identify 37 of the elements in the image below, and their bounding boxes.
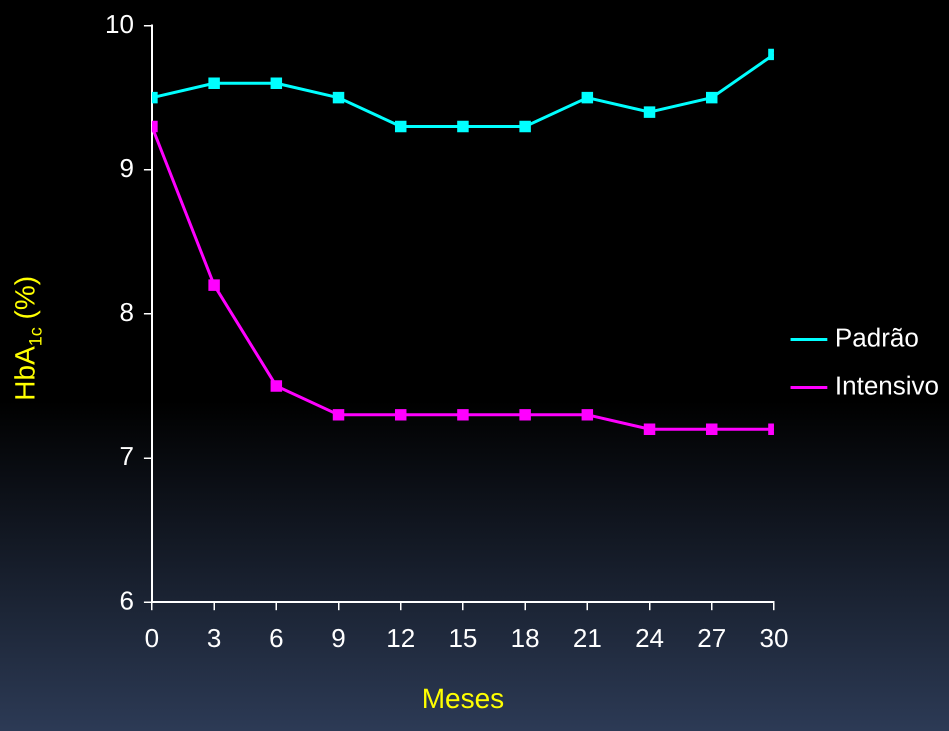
y-tick-label: 10 bbox=[105, 8, 134, 39]
point bbox=[394, 409, 406, 421]
point bbox=[332, 92, 344, 104]
point bbox=[457, 120, 469, 132]
point bbox=[582, 92, 594, 104]
point bbox=[519, 120, 531, 132]
x-tick-label: 12 bbox=[386, 622, 416, 653]
point bbox=[270, 78, 282, 90]
point bbox=[706, 92, 718, 104]
x-tick-label: 18 bbox=[510, 622, 540, 653]
point bbox=[208, 78, 220, 90]
x-tick-label: 9 bbox=[331, 622, 346, 653]
point bbox=[582, 409, 594, 421]
x-tick-label: 0 bbox=[144, 622, 160, 653]
point bbox=[644, 423, 656, 435]
legend-label: Padrão bbox=[834, 322, 919, 353]
x-tick-label: 3 bbox=[206, 622, 222, 653]
y-tick-label: 9 bbox=[119, 152, 134, 183]
point bbox=[644, 106, 656, 118]
point bbox=[457, 409, 469, 421]
x-tick-label: 30 bbox=[759, 622, 788, 653]
point bbox=[208, 279, 220, 291]
x-tick-label: 15 bbox=[448, 622, 478, 653]
x-tick-label: 27 bbox=[697, 622, 726, 653]
x-axis-title: Meses bbox=[422, 682, 504, 714]
y-tick-label: 6 bbox=[119, 585, 134, 616]
point bbox=[519, 409, 531, 421]
y-tick-label: 7 bbox=[119, 441, 134, 472]
point bbox=[706, 423, 718, 435]
y-tick-label: 8 bbox=[119, 297, 134, 328]
x-tick-label: 6 bbox=[269, 622, 284, 653]
x-tick-label: 24 bbox=[635, 622, 664, 653]
point bbox=[270, 380, 282, 392]
legend-label: Intensivo bbox=[834, 370, 940, 401]
x-tick-label: 21 bbox=[572, 622, 602, 653]
point bbox=[394, 120, 406, 132]
point bbox=[332, 409, 344, 421]
